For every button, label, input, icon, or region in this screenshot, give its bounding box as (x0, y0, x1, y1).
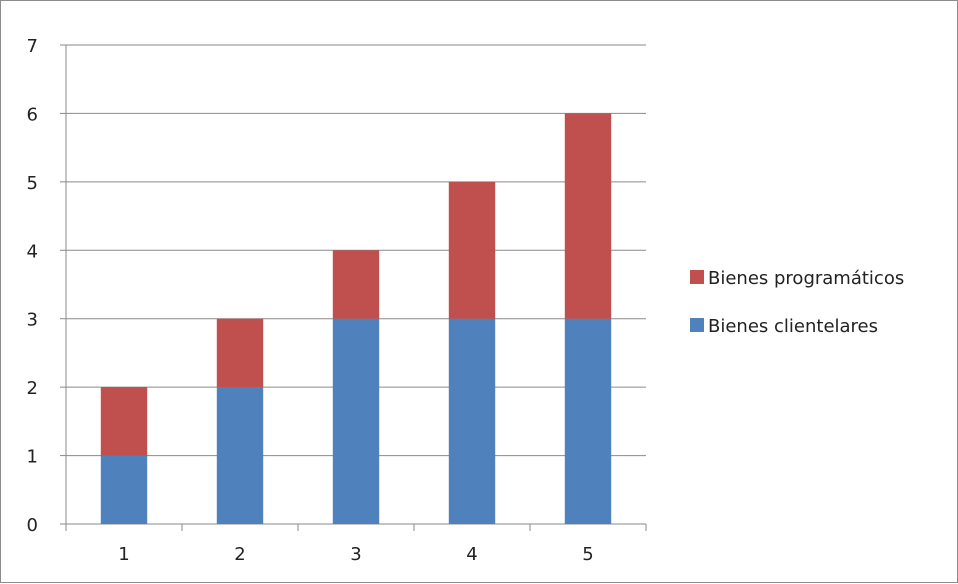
y-tick-label: 4 (27, 241, 38, 262)
x-tick-label: 4 (466, 544, 477, 565)
bar-segment (332, 318, 380, 524)
x-tick-label: 5 (582, 544, 593, 565)
bar-segment (100, 455, 148, 524)
y-tick-label: 1 (27, 447, 38, 468)
legend-label: Bienes programáticos (708, 268, 904, 289)
bar-segment (448, 318, 496, 524)
legend-label: Bienes clientelares (708, 316, 878, 337)
legend-swatch (690, 270, 704, 284)
bar-segment (448, 181, 496, 319)
y-tick-label: 5 (27, 173, 38, 194)
y-tick-label: 3 (27, 310, 38, 331)
y-tick-label: 2 (27, 378, 38, 399)
bar-segment (216, 318, 264, 388)
bar-segment (100, 387, 148, 456)
y-tick-label: 0 (27, 515, 38, 536)
x-tick-label: 3 (350, 544, 361, 565)
bar-segment (564, 113, 612, 319)
legend-swatch (690, 318, 704, 332)
bar-segment (216, 387, 264, 524)
bar-segment (564, 318, 612, 524)
y-tick-label: 6 (27, 104, 38, 125)
x-tick-label: 1 (118, 544, 129, 565)
x-tick-label: 2 (234, 544, 245, 565)
y-tick-label: 7 (27, 36, 38, 57)
bar-segment (332, 250, 380, 319)
